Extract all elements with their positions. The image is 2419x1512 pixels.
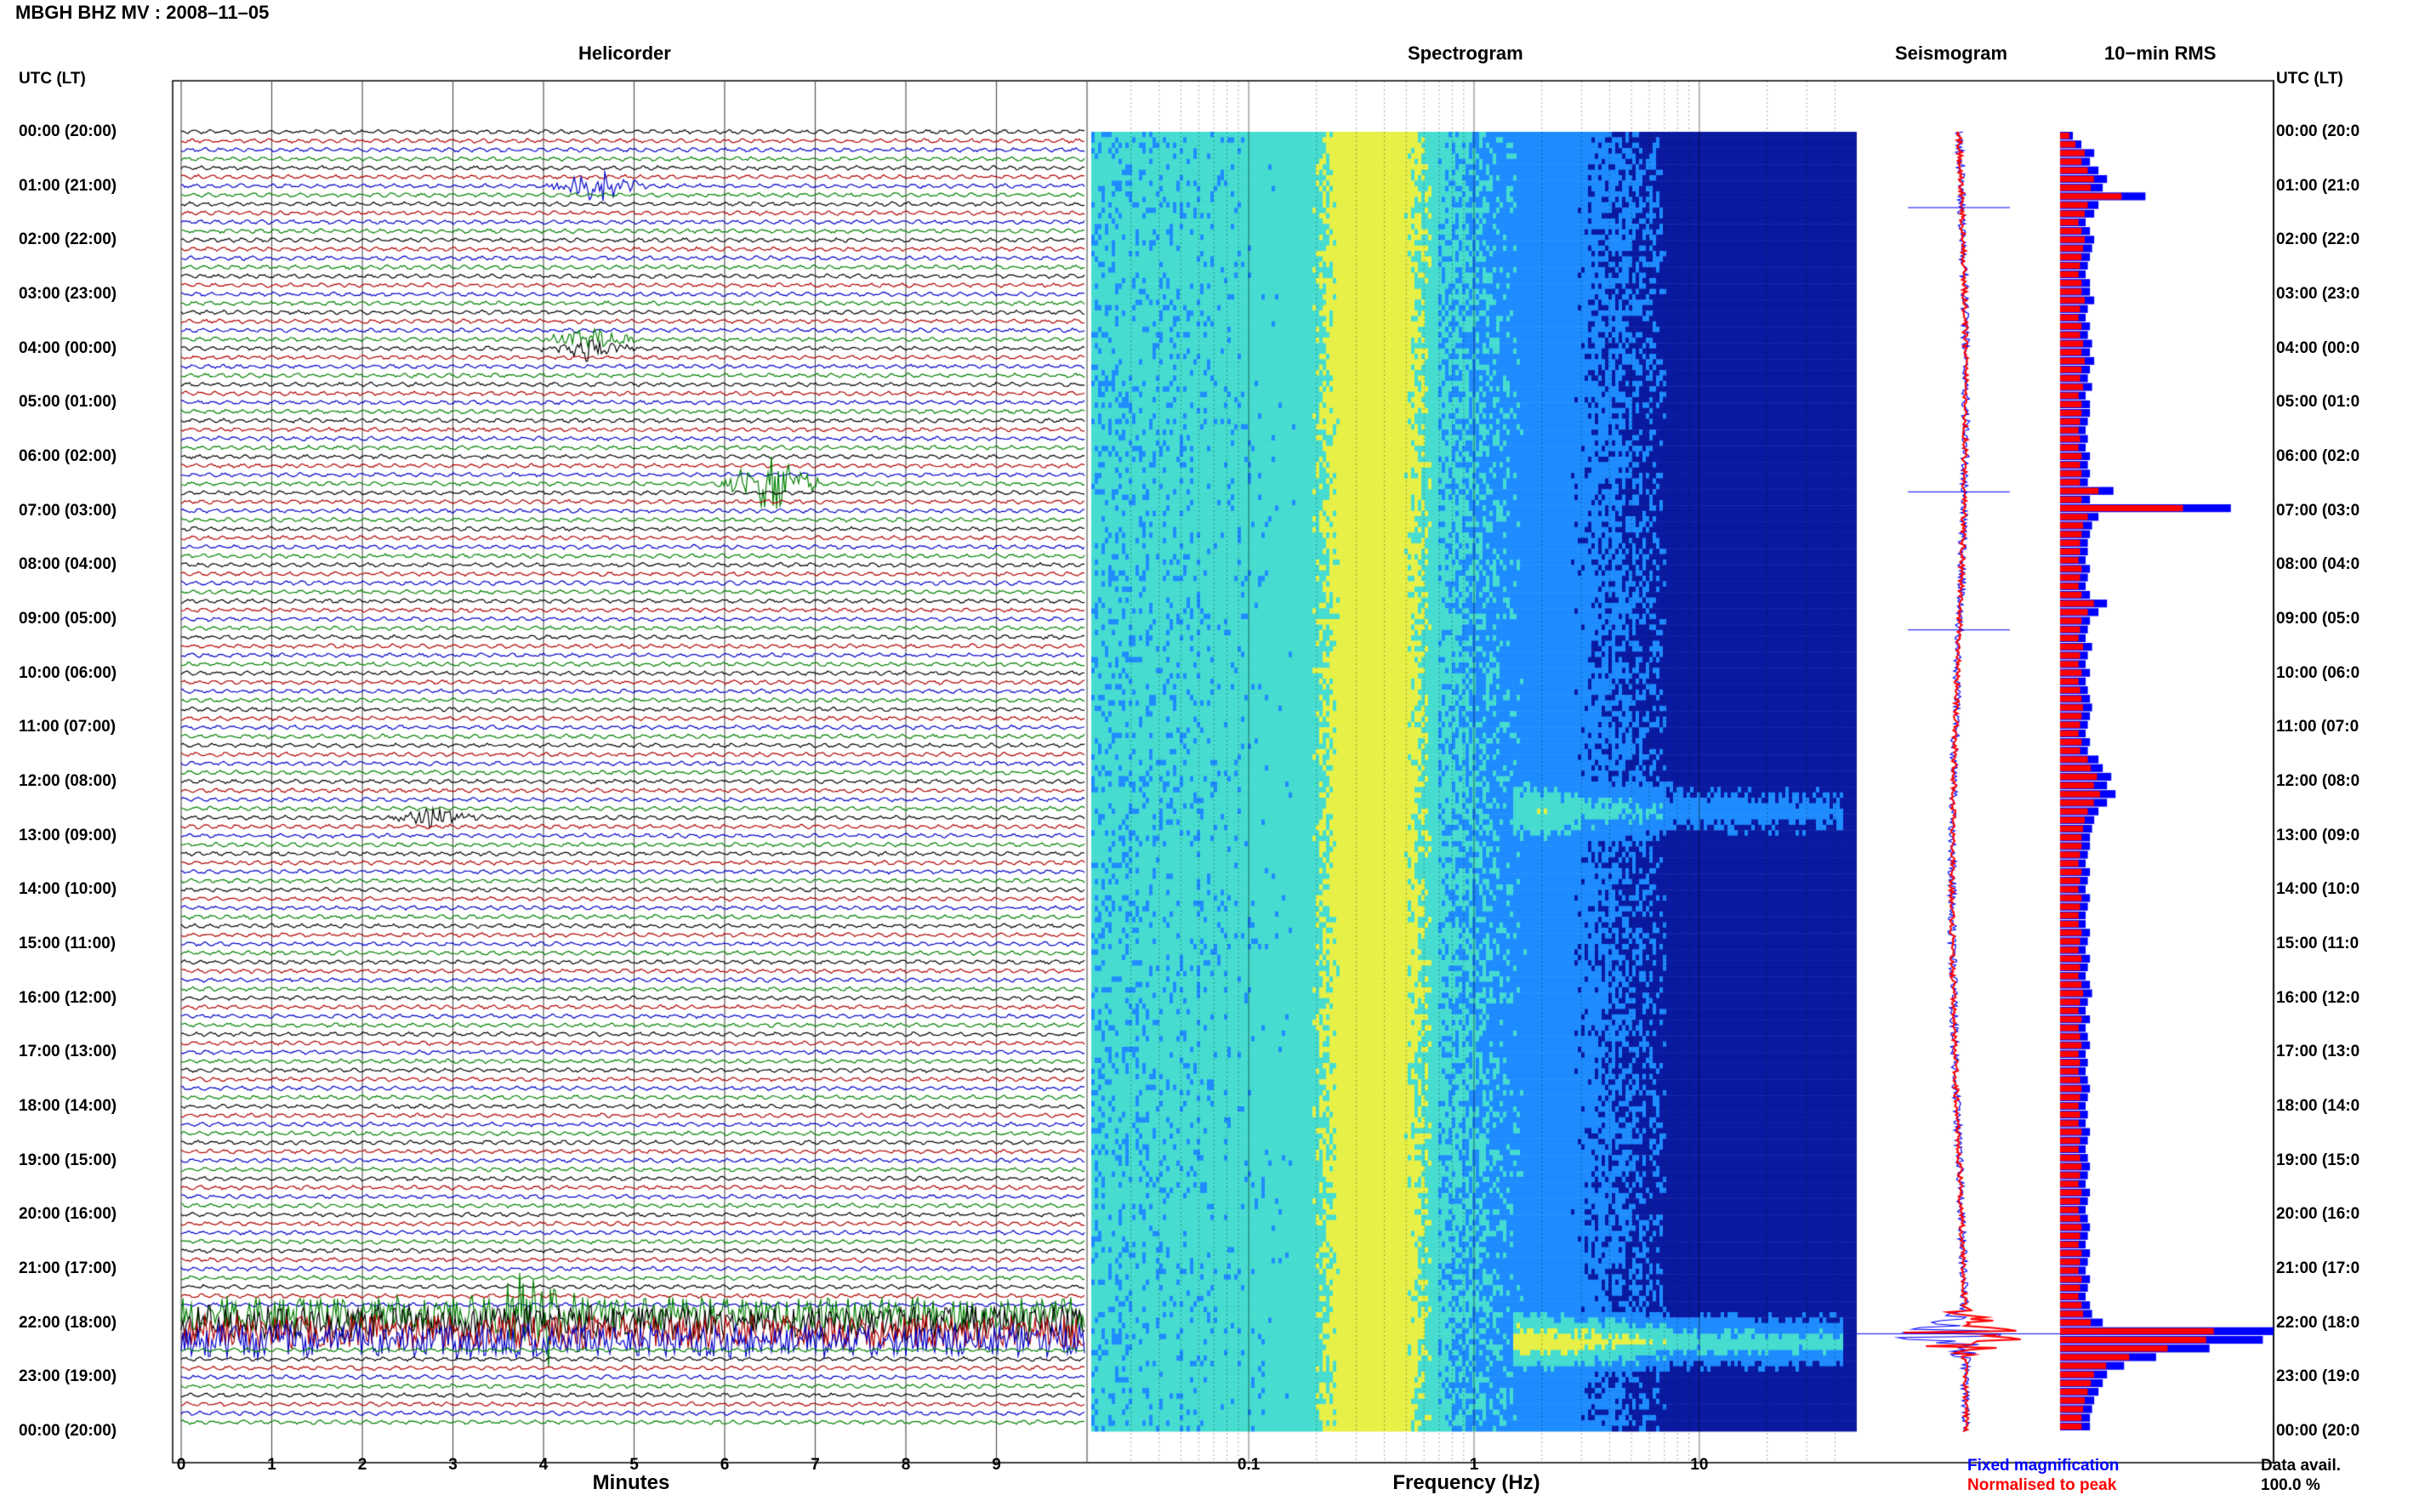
right-time-label-14: 14:00 (10:0 bbox=[2276, 880, 2360, 899]
right-time-label-17: 17:00 (13:0 bbox=[2276, 1043, 2360, 1061]
helicorder-tick-0: 0 bbox=[176, 1456, 186, 1474]
right-time-label-16: 16:00 (12:0 bbox=[2276, 988, 2360, 1007]
right-time-label-24: 00:00 (20:0 bbox=[2276, 1422, 2360, 1440]
left-time-label-9: 09:00 (05:00) bbox=[19, 610, 117, 628]
right-time-label-15: 15:00 (11:0 bbox=[2276, 935, 2359, 952]
right-time-label-18: 18:00 (14:0 bbox=[2276, 1097, 2360, 1115]
right-time-label-0: 00:00 (20:0 bbox=[2276, 122, 2360, 140]
helicorder-tick-9: 9 bbox=[992, 1456, 1001, 1474]
left-time-label-11: 11:00 (07:00) bbox=[19, 718, 117, 736]
left-time-label-15: 15:00 (11:00) bbox=[19, 935, 117, 952]
helicorder-tick-2: 2 bbox=[357, 1456, 367, 1474]
helicorder-tick-1: 1 bbox=[267, 1456, 276, 1474]
right-time-label-12: 12:00 (08:0 bbox=[2276, 772, 2360, 790]
right-time-label-19: 19:00 (15:0 bbox=[2276, 1151, 2360, 1169]
left-time-label-13: 13:00 (09:00) bbox=[19, 826, 117, 844]
spectrogram-tick-1: 1 bbox=[1469, 1456, 1479, 1474]
right-time-label-21: 21:00 (17:0 bbox=[2276, 1259, 2360, 1277]
left-time-label-24: 00:00 (20:00) bbox=[19, 1422, 117, 1440]
right-time-label-6: 06:00 (02:0 bbox=[2276, 447, 2360, 465]
helicorder-x-label: Minutes bbox=[592, 1471, 670, 1494]
left-axis-header: UTC (LT) bbox=[19, 70, 86, 88]
left-time-label-18: 18:00 (14:00) bbox=[19, 1097, 117, 1115]
right-time-label-5: 05:00 (01:0 bbox=[2276, 393, 2360, 412]
right-time-label-20: 20:00 (16:0 bbox=[2276, 1205, 2360, 1224]
left-time-label-0: 00:00 (20:00) bbox=[19, 122, 117, 140]
left-time-label-14: 14:00 (10:00) bbox=[19, 880, 117, 899]
left-time-label-22: 22:00 (18:00) bbox=[19, 1313, 117, 1332]
left-time-label-10: 10:00 (06:00) bbox=[19, 663, 117, 682]
legend-fixed-magnification: Fixed magnification bbox=[1967, 1457, 2120, 1475]
helicorder-tick-6: 6 bbox=[720, 1456, 730, 1474]
data-availability-label: Data avail. bbox=[2261, 1457, 2341, 1475]
right-axis-header: UTC (LT) bbox=[2276, 70, 2343, 88]
spectrogram-tick-10: 10 bbox=[1690, 1456, 1709, 1474]
left-time-label-21: 21:00 (17:00) bbox=[19, 1259, 117, 1277]
left-time-label-23: 23:00 (19:00) bbox=[19, 1367, 117, 1386]
spectrogram-title: Spectrogram bbox=[1408, 43, 1523, 64]
helicorder-tick-5: 5 bbox=[629, 1456, 639, 1474]
helicorder-tick-7: 7 bbox=[811, 1456, 820, 1474]
left-time-label-6: 06:00 (02:00) bbox=[19, 447, 117, 465]
left-time-label-12: 12:00 (08:00) bbox=[19, 772, 117, 790]
left-time-label-19: 19:00 (15:00) bbox=[19, 1151, 117, 1169]
helicorder-tick-3: 3 bbox=[448, 1456, 458, 1474]
right-time-label-9: 09:00 (05:0 bbox=[2276, 610, 2360, 628]
helicorder-tick-4: 4 bbox=[538, 1456, 549, 1474]
right-time-label-23: 23:00 (19:0 bbox=[2276, 1367, 2360, 1386]
helicorder-tick-8: 8 bbox=[901, 1456, 911, 1474]
left-time-label-3: 03:00 (23:00) bbox=[19, 285, 117, 303]
left-time-label-16: 16:00 (12:00) bbox=[19, 988, 117, 1007]
right-time-label-2: 02:00 (22:0 bbox=[2276, 230, 2360, 249]
left-time-label-17: 17:00 (13:00) bbox=[19, 1043, 117, 1061]
left-time-label-8: 08:00 (04:00) bbox=[19, 555, 117, 574]
plot-title: MBGH BHZ MV : 2008–11–05 bbox=[15, 2, 270, 23]
right-time-label-22: 22:00 (18:0 bbox=[2276, 1313, 2360, 1332]
right-time-label-8: 08:00 (04:0 bbox=[2276, 555, 2360, 574]
data-availability-value: 100.0 % bbox=[2261, 1476, 2320, 1494]
right-time-label-1: 01:00 (21:0 bbox=[2276, 176, 2360, 195]
seismogram-title: Seismogram bbox=[1895, 43, 2008, 64]
right-time-label-4: 04:00 (00:0 bbox=[2276, 338, 2360, 357]
right-time-label-10: 10:00 (06:0 bbox=[2276, 663, 2360, 682]
legend-normalised-to-peak: Normalised to peak bbox=[1967, 1476, 2117, 1494]
rms-title: 10−min RMS bbox=[2104, 43, 2217, 64]
right-time-label-3: 03:00 (23:0 bbox=[2276, 285, 2360, 303]
left-time-label-4: 04:00 (00:00) bbox=[19, 338, 117, 357]
right-time-label-11: 11:00 (07:0 bbox=[2276, 718, 2359, 736]
right-time-label-13: 13:00 (09:0 bbox=[2276, 826, 2360, 844]
spectrogram-tick-0.1: 0.1 bbox=[1237, 1456, 1261, 1474]
left-time-label-7: 07:00 (03:00) bbox=[19, 501, 117, 520]
helicorder-title: Helicorder bbox=[578, 43, 671, 64]
left-time-label-1: 01:00 (21:00) bbox=[19, 176, 117, 195]
left-time-label-2: 02:00 (22:00) bbox=[19, 230, 117, 249]
spectrogram-x-label: Frequency (Hz) bbox=[1392, 1471, 1540, 1494]
left-time-label-20: 20:00 (16:00) bbox=[19, 1205, 117, 1224]
right-time-label-7: 07:00 (03:0 bbox=[2276, 501, 2360, 520]
left-time-label-5: 05:00 (01:00) bbox=[19, 393, 117, 412]
